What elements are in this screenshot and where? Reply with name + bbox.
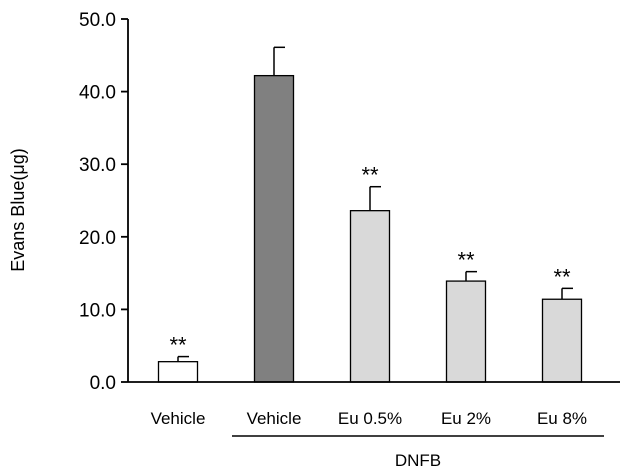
- y-tick-label: 0.0: [90, 373, 116, 394]
- x-axis: Vehicle Vehicle Eu 0.5% Eu 2% Eu 8%: [128, 381, 620, 428]
- bar: [253, 74, 295, 383]
- y-axis-label: Evans Blue(μg): [8, 148, 28, 271]
- bar: [541, 298, 583, 383]
- bar: [157, 361, 199, 383]
- x-category-label: Vehicle: [151, 409, 206, 428]
- y-tick-label: 30.0: [79, 155, 116, 176]
- x-category-label: Eu 0.5%: [338, 409, 402, 428]
- x-category-label: Eu 2%: [441, 409, 491, 428]
- significance-label: **: [457, 248, 475, 273]
- x-category-label: Vehicle: [247, 409, 302, 428]
- bar: [445, 280, 487, 383]
- y-tick-label: 20.0: [79, 228, 116, 249]
- y-tick-label: 40.0: [79, 83, 116, 104]
- x-category-label: Eu 8%: [537, 409, 587, 428]
- y-tick-label: 50.0: [79, 10, 116, 31]
- y-axis: 0.0 10.0 20.0 30.0 40.0 50.0: [79, 10, 129, 394]
- significance-label: **: [361, 163, 379, 188]
- significance-label: **: [553, 264, 571, 289]
- group-label: DNFB: [395, 451, 441, 470]
- significance-label: **: [169, 333, 187, 358]
- bar: [349, 210, 391, 383]
- y-tick-label: 10.0: [79, 300, 116, 321]
- bars-group: ** ** ** **: [157, 46, 583, 383]
